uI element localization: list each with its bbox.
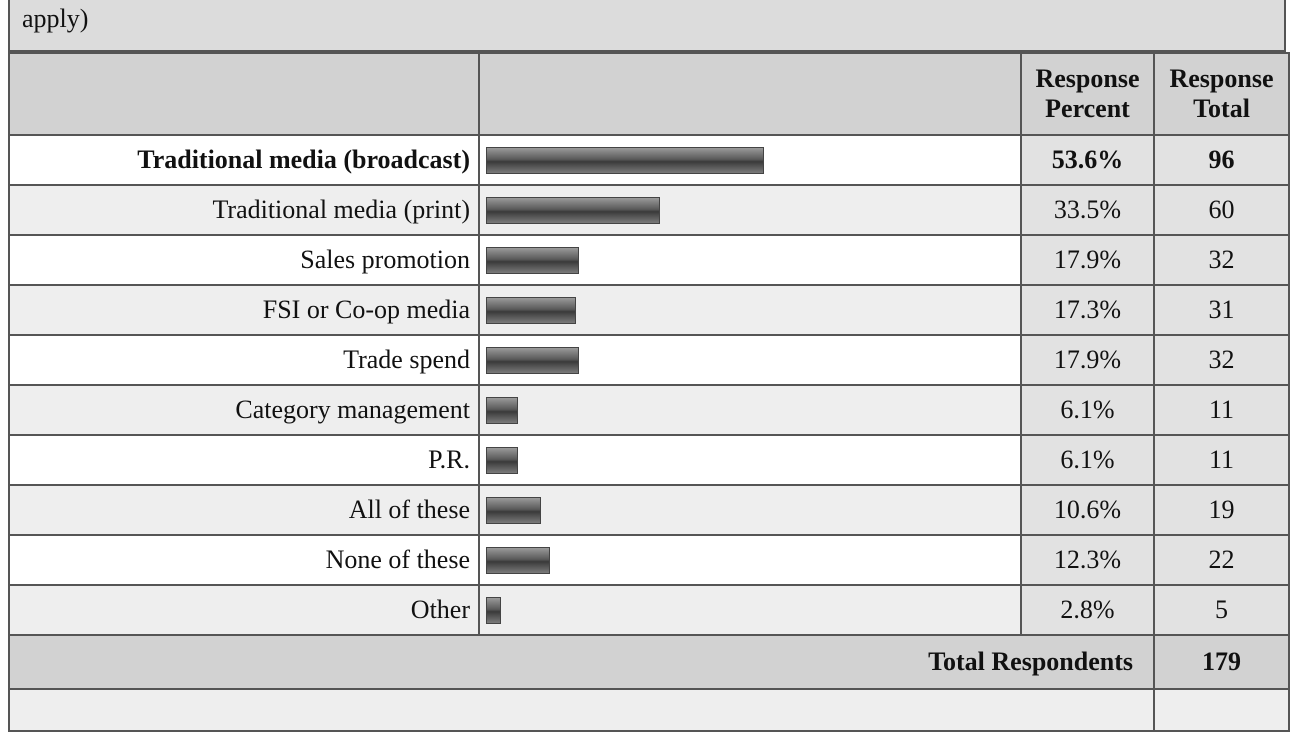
response-percent: 2.8% — [1020, 584, 1155, 636]
bar-cell — [478, 534, 1022, 586]
response-percent: 17.9% — [1020, 234, 1155, 286]
response-total: 22 — [1153, 534, 1290, 586]
bar-cell — [478, 584, 1022, 636]
bar — [486, 296, 576, 324]
response-percent: 10.6% — [1020, 484, 1155, 536]
response-total: 5 — [1153, 584, 1290, 636]
response-total: 60 — [1153, 184, 1290, 236]
result-row: All of these 10.6% 19 — [8, 484, 1290, 536]
answer-label: None of these — [8, 534, 480, 586]
answer-label: Category management — [8, 384, 480, 436]
header-cell — [478, 52, 1022, 136]
response-percent: 33.5% — [1020, 184, 1155, 236]
result-row: Trade spend 17.9% 32 — [8, 334, 1290, 386]
cut-cell — [1153, 688, 1290, 732]
bar — [486, 546, 550, 574]
answer-label: FSI or Co-op media — [8, 284, 480, 336]
total-label: Total Respondents — [8, 634, 1155, 690]
header-cell: Response Total — [1153, 52, 1290, 136]
result-row: Other 2.8% 5 — [8, 584, 1290, 636]
bar — [486, 596, 501, 624]
bar — [486, 496, 541, 524]
response-total: 11 — [1153, 384, 1290, 436]
response-percent: 12.3% — [1020, 534, 1155, 586]
answer-label: Sales promotion — [8, 234, 480, 286]
response-total: 11 — [1153, 434, 1290, 486]
response-total: 32 — [1153, 334, 1290, 386]
result-row: P.R. 6.1% 11 — [8, 434, 1290, 486]
bar — [486, 346, 579, 374]
bar — [486, 196, 660, 224]
bar-cell — [478, 284, 1022, 336]
bar-cell — [478, 334, 1022, 386]
response-percent: 53.6% — [1020, 134, 1155, 186]
result-row: Sales promotion 17.9% 32 — [8, 234, 1290, 286]
answer-label: Other — [8, 584, 480, 636]
bar — [486, 396, 518, 424]
question-text: apply) — [22, 4, 89, 33]
answer-label: P.R. — [8, 434, 480, 486]
bar — [486, 146, 765, 174]
result-row: Category management 6.1% 11 — [8, 384, 1290, 436]
question-box: apply) — [8, 0, 1286, 52]
bar — [486, 446, 518, 474]
results-table: Response Percent Response Total Traditio… — [8, 52, 1290, 732]
answer-label: Traditional media (broadcast) — [8, 134, 480, 186]
result-row: None of these 12.3% 22 — [8, 534, 1290, 586]
response-percent: 6.1% — [1020, 434, 1155, 486]
response-total: 31 — [1153, 284, 1290, 336]
bar-cell — [478, 184, 1022, 236]
bar-cell — [478, 134, 1022, 186]
header-row: Response Percent Response Total — [8, 52, 1290, 136]
bar-cell — [478, 384, 1022, 436]
result-row: Traditional media (broadcast) 53.6% 96 — [8, 134, 1290, 186]
bar — [486, 246, 579, 274]
response-total: 96 — [1153, 134, 1290, 186]
response-percent: 17.3% — [1020, 284, 1155, 336]
response-percent: 17.9% — [1020, 334, 1155, 386]
cut-cell — [8, 688, 1155, 732]
response-total: 32 — [1153, 234, 1290, 286]
bar-cell — [478, 484, 1022, 536]
header-cell: Response Percent — [1020, 52, 1155, 136]
result-row: FSI or Co-op media 17.3% 31 — [8, 284, 1290, 336]
bar-cell — [478, 434, 1022, 486]
rows: Traditional media (broadcast) 53.6% 96 Trad… — [8, 134, 1290, 636]
response-total: 19 — [1153, 484, 1290, 536]
answer-label: Traditional media (print) — [8, 184, 480, 236]
cut-row — [8, 688, 1290, 732]
result-row: Traditional media (print) 33.5% 60 — [8, 184, 1290, 236]
header-cell — [8, 52, 480, 136]
answer-label: Trade spend — [8, 334, 480, 386]
response-percent: 6.1% — [1020, 384, 1155, 436]
total-value: 179 — [1153, 634, 1290, 690]
answer-label: All of these — [8, 484, 480, 536]
bar-cell — [478, 234, 1022, 286]
total-row: Total Respondents 179 — [8, 634, 1290, 690]
